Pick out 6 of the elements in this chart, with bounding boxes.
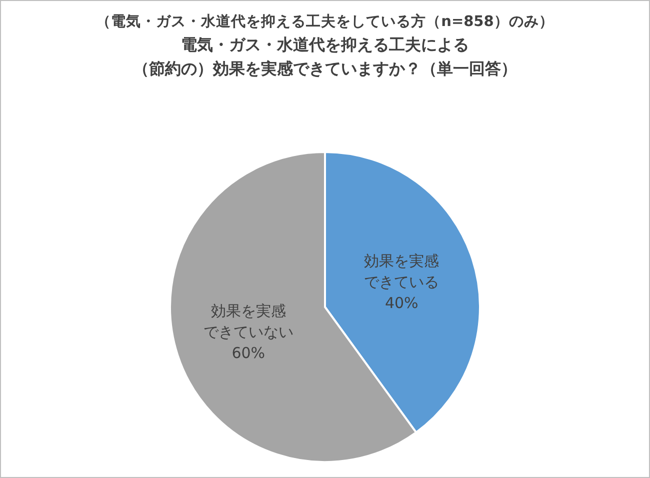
data-label: 60% xyxy=(232,344,266,362)
slice-label: 効果を実感できていない xyxy=(203,302,294,341)
slice-label: 効果を実感できている xyxy=(364,252,440,292)
chart-title: 電気・ガス・水道代を抑える工夫による（節約の）効果を実感できていますか？（単一回答） xyxy=(133,35,517,78)
data-label: 40% xyxy=(384,294,418,312)
chart-subtitle: （電気・ガス・水道代を抑える工夫をしている方（n=858）のみ） xyxy=(96,12,554,30)
